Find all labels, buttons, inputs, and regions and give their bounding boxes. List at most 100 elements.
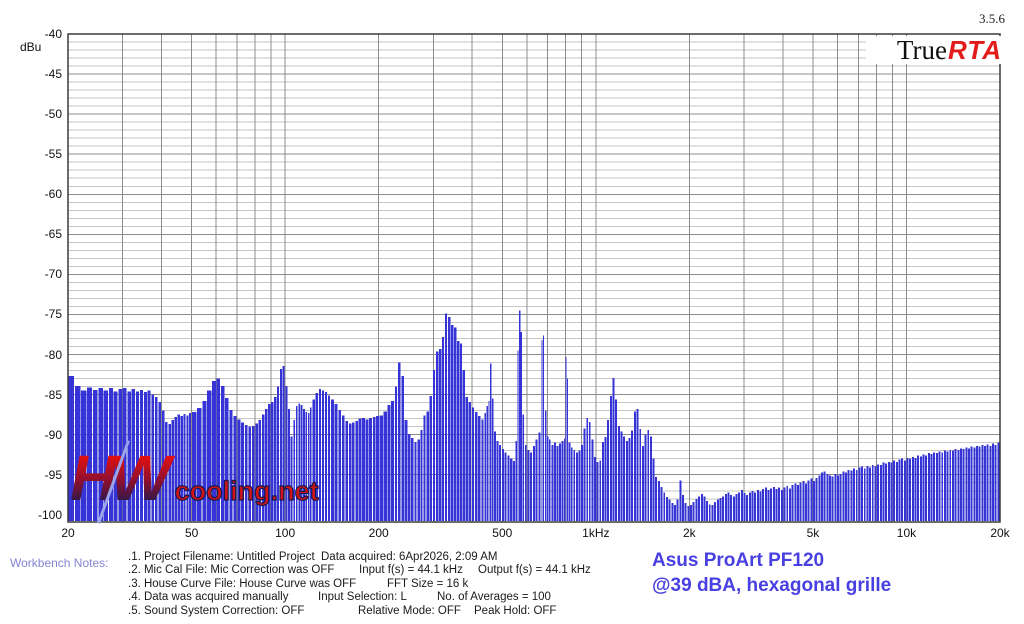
spectrum-bar	[251, 425, 255, 521]
spectrum-bar	[914, 457, 917, 521]
spectrum-bar	[358, 418, 362, 521]
spectrum-bar	[901, 458, 904, 521]
x-tick-label: 5k	[806, 526, 820, 540]
spectrum-bar	[538, 432, 541, 521]
spectrum-bar	[556, 445, 559, 521]
spectrum-bar	[837, 475, 840, 521]
spectrum-bar	[474, 412, 478, 521]
note-line-5: .5. Sound System Correction: OFF Relativ…	[0, 605, 1024, 618]
spectrum-bar	[154, 397, 158, 521]
spectrum-bar	[426, 411, 429, 521]
spectrum-bar	[724, 493, 727, 521]
spectrum-bar	[404, 420, 408, 521]
spectrum-bar	[641, 445, 644, 521]
spectrum-bar	[261, 414, 265, 521]
spectrum-bar	[98, 388, 103, 521]
spectrum-bar	[307, 413, 310, 521]
note-text: Input Selection: L	[318, 591, 407, 603]
spectrum-bar	[147, 390, 151, 521]
spectrum-bar	[682, 494, 684, 521]
spectrum-bar	[671, 502, 674, 521]
spectrum-bar	[992, 443, 995, 521]
spectrum-bar	[821, 472, 823, 521]
spectrum-bar	[189, 413, 192, 521]
note-line-3: .3. House Curve File: House Curve was OF…	[0, 578, 1024, 591]
spectrum-bar	[976, 445, 978, 521]
spectrum-bar	[233, 416, 237, 521]
spectrum-bar	[631, 430, 634, 521]
spectrum-bar	[365, 419, 369, 521]
spectrum-bar	[183, 413, 186, 521]
spectrum-bar	[684, 502, 687, 521]
truerta-logo: True RTA	[866, 34, 1002, 65]
spectrum-bar	[135, 391, 140, 521]
spectrum-bar	[563, 438, 566, 521]
spectrum-bar	[108, 388, 113, 521]
spectrum-bar	[303, 409, 305, 521]
spectrum-bar	[265, 409, 268, 521]
spectrum-bar	[967, 448, 970, 521]
spectrum-bar	[532, 445, 535, 521]
spectrum-bar	[973, 447, 976, 521]
spectrum-bar	[668, 499, 671, 521]
spectrum-bar	[783, 487, 786, 521]
spectrum-bar	[566, 378, 569, 521]
spectrum-bar	[636, 409, 639, 521]
spectrum-bar	[542, 335, 545, 521]
version-label: 3.5.6	[979, 11, 1005, 26]
spectrum-bar	[951, 450, 954, 521]
spectrum-bar	[930, 453, 933, 521]
spectrum-bar	[770, 488, 773, 521]
spectrum-bar	[885, 463, 888, 521]
note-text: FFT Size = 16 k	[387, 578, 469, 590]
logo-rta-text: RTA	[947, 34, 1002, 65]
spectrum-bar	[759, 491, 762, 521]
spectrum-bar	[295, 405, 298, 521]
note-line-1: .1. Project Filename: Untitled Project D…	[0, 551, 1024, 564]
spectrum-bar	[730, 494, 733, 521]
note-text: Output f(s) = 44.1 kHz	[478, 564, 591, 576]
spectrum-bar	[676, 499, 679, 521]
spectrum-bar	[617, 425, 620, 521]
spectrum-bar	[512, 461, 515, 521]
spectrum-bar	[586, 417, 589, 521]
spectrum-bar	[673, 505, 676, 521]
spectrum-bar	[177, 414, 180, 521]
spectrum-bar	[623, 436, 626, 521]
spectrum-bar	[81, 390, 87, 521]
spectrum-bar	[565, 356, 567, 521]
y-tick-label: -85	[44, 387, 62, 402]
y-tick-label: -75	[44, 307, 62, 322]
spectrum-bar	[861, 466, 864, 521]
note-text: Relative Mode: OFF	[358, 605, 461, 617]
spectrum-bar	[507, 455, 510, 521]
spectrum-bar	[799, 482, 802, 521]
spectrum-bar	[615, 399, 618, 521]
spectrum-bar	[740, 489, 743, 521]
spectrum-bar	[387, 405, 391, 521]
spectrum-bar	[732, 496, 735, 521]
spectrum-bar	[898, 459, 901, 521]
spectrum-bar	[282, 365, 285, 521]
spectrum-bar	[690, 505, 693, 521]
spectrum-bar	[687, 505, 690, 521]
spectrum-bar	[285, 385, 288, 521]
spectrum-bar	[151, 394, 155, 521]
spectrum-bar	[762, 489, 765, 521]
spectrum-bar	[338, 409, 342, 521]
spectrum-bar	[965, 447, 968, 521]
spectrum-bar	[174, 417, 178, 521]
spectrum-bar	[882, 462, 885, 521]
spectrum-bar	[869, 467, 872, 521]
spectrum-bar	[244, 425, 248, 521]
spectrum-bar	[435, 351, 439, 521]
spectrum-bar	[871, 465, 874, 521]
spectrum-bar	[935, 453, 938, 521]
spectrum-bar	[530, 452, 533, 521]
spectrum-bar	[438, 348, 442, 521]
spectrum-bar	[922, 454, 925, 521]
spectrum-bar	[197, 408, 202, 521]
spectrum-bar	[919, 456, 922, 521]
